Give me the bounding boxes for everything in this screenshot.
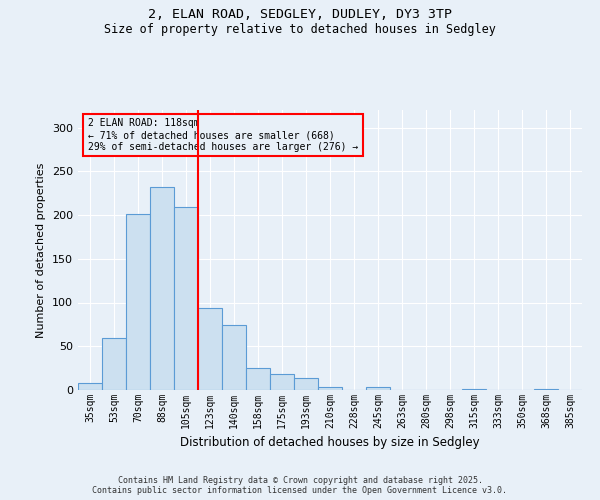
Bar: [294, 378, 318, 390]
Bar: [102, 338, 126, 390]
Bar: [366, 386, 390, 390]
Bar: [126, 214, 150, 390]
X-axis label: Distribution of detached houses by size in Sedgley: Distribution of detached houses by size …: [180, 436, 480, 450]
Bar: [270, 374, 294, 390]
Bar: [198, 308, 222, 390]
Text: 2 ELAN ROAD: 118sqm
← 71% of detached houses are smaller (668)
29% of semi-detac: 2 ELAN ROAD: 118sqm ← 71% of detached ho…: [88, 118, 358, 152]
Bar: [78, 383, 102, 390]
Bar: [534, 389, 558, 390]
Text: Size of property relative to detached houses in Sedgley: Size of property relative to detached ho…: [104, 22, 496, 36]
Bar: [174, 207, 198, 390]
Bar: [150, 187, 174, 390]
Bar: [318, 386, 342, 390]
Bar: [222, 325, 246, 390]
Y-axis label: Number of detached properties: Number of detached properties: [37, 162, 46, 338]
Text: Contains HM Land Registry data © Crown copyright and database right 2025.
Contai: Contains HM Land Registry data © Crown c…: [92, 476, 508, 495]
Text: 2, ELAN ROAD, SEDGLEY, DUDLEY, DY3 3TP: 2, ELAN ROAD, SEDGLEY, DUDLEY, DY3 3TP: [148, 8, 452, 20]
Bar: [246, 368, 270, 390]
Bar: [462, 389, 486, 390]
